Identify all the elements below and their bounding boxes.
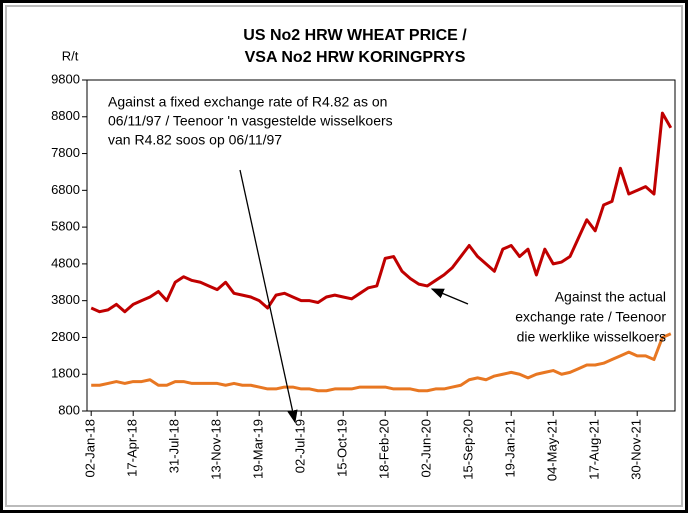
x-tick-label: 15-Sep-20 <box>461 419 476 480</box>
y-axis-label: R/t <box>62 48 79 63</box>
series-line <box>90 111 673 314</box>
annotation: die werklike wisselkoers <box>517 329 666 345</box>
x-tick-label: 04-May-21 <box>545 419 560 481</box>
annotation: exchange rate / Teenoor <box>515 309 666 325</box>
y-tick-label: 7800 <box>51 145 80 160</box>
y-tick-label: 4800 <box>51 255 80 270</box>
x-tick-label: 31-Jul-18 <box>167 419 182 473</box>
x-tick-label: 02-Jul-19 <box>293 419 308 473</box>
y-tick-label: 9800 <box>51 71 80 86</box>
x-tick-label: 30-Nov-21 <box>629 419 644 480</box>
x-tick-label: 15-Oct-19 <box>335 419 350 477</box>
x-tick-label: 19-Jan-21 <box>503 419 518 478</box>
y-tick-label: 5800 <box>51 219 80 234</box>
arrow <box>430 288 469 305</box>
annotation: 06/11/97 / Teenoor 'n vasgestelde wissel… <box>108 113 393 129</box>
plot-area <box>86 79 676 412</box>
plot: 800 1800 2800 3800 4800 5800 6800 7800 8800 9800 0… <box>51 71 676 481</box>
x-tick-label: 02-Jun-20 <box>419 419 434 478</box>
y-tick-label: 8800 <box>51 108 80 123</box>
annotation: Against a fixed exchange rate of R4.82 a… <box>108 94 387 110</box>
x-tick-label: 13-Nov-18 <box>209 419 224 480</box>
y-tick-label: 1800 <box>51 366 80 381</box>
x-tick-label: 18-Feb-20 <box>377 419 392 479</box>
annotation: van R4.82 soos op 06/11/97 <box>108 132 282 148</box>
inner-frame <box>5 5 683 507</box>
y-tick-label: 2800 <box>51 329 80 344</box>
x-tick-label: 19-Mar-19 <box>251 419 266 479</box>
y-tick-label: 800 <box>58 402 80 417</box>
y-tick-label: 3800 <box>51 292 80 307</box>
arrow <box>239 169 298 424</box>
x-tick-label: 02-Jan-18 <box>83 419 98 478</box>
series-line <box>91 332 672 393</box>
chart-title: US No2 HRW WHEAT PRICE / <box>243 27 467 44</box>
y-tick-label: 6800 <box>51 182 80 197</box>
chart-title: VSA No2 HRW KORINGPRYS <box>245 49 466 66</box>
x-tick-label: 17-Aug-21 <box>587 419 602 480</box>
annotation: Against the actual <box>555 289 666 305</box>
x-tick-label: 17-Apr-18 <box>125 419 140 477</box>
